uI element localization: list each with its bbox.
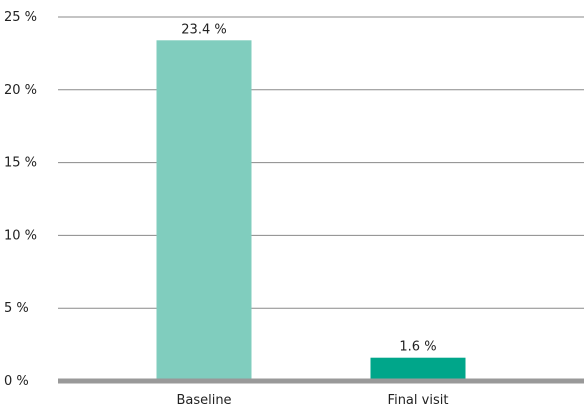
bar-value-label: 23.4 % bbox=[181, 22, 226, 37]
bar-value-label: 1.6 % bbox=[399, 340, 436, 355]
bars bbox=[156, 40, 466, 382]
bar-final-visit bbox=[370, 357, 466, 381]
y-tick-label: 20 % bbox=[4, 83, 37, 98]
x-category-label: Final visit bbox=[388, 393, 449, 408]
y-tick-label: 25 % bbox=[4, 10, 37, 25]
y-tick-label: 0 % bbox=[4, 374, 29, 389]
y-tick-label: 10 % bbox=[4, 228, 37, 243]
x-axis-category-labels: Baseline Final visit bbox=[176, 393, 448, 408]
gridlines bbox=[58, 16, 584, 309]
x-category-label: Baseline bbox=[176, 393, 231, 408]
bar-baseline bbox=[156, 40, 252, 382]
data-labels: 23.4 % 1.6 % bbox=[181, 22, 436, 354]
y-axis-tick-labels: 0 % 5 % 10 % 15 % 20 % 25 % bbox=[4, 10, 37, 389]
y-tick-label: 5 % bbox=[4, 301, 29, 316]
y-tick-label: 15 % bbox=[4, 156, 37, 171]
